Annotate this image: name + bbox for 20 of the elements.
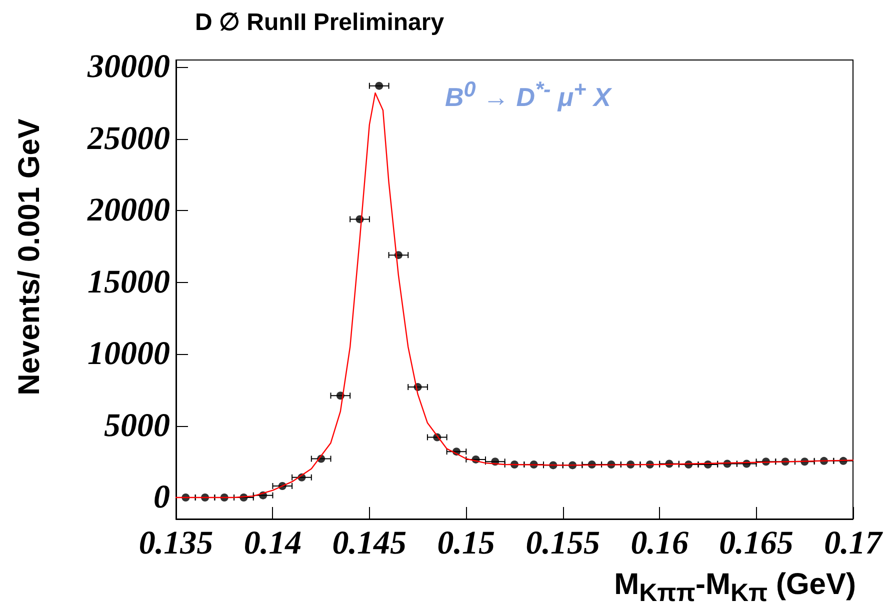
y-tick-label: 20000 xyxy=(86,192,170,229)
y-tick-label: 15000 xyxy=(88,264,170,300)
x-tick-label: 0.135 xyxy=(138,526,214,562)
y-tick-label: 30000 xyxy=(86,49,170,86)
y-tick-label: 10000 xyxy=(88,336,170,372)
x-tick-label: 0.17 xyxy=(824,526,884,562)
x-tick-label: 0.155 xyxy=(526,526,600,562)
y-tick-label: 5000 xyxy=(104,408,170,444)
y-axis-title: Nevents/ 0.001 GeV xyxy=(13,118,47,398)
x-axis-title: M$_{Kππ}$-M$_{Kπ}$ (GeV) xyxy=(614,568,856,608)
annotation: B$^{0}$ → D$^{*-}$ μ$^{+}$ X xyxy=(445,76,611,112)
x-tick-label: 0.145 xyxy=(332,526,407,562)
x-tick-label: 0.165 xyxy=(719,526,794,562)
point xyxy=(375,82,384,90)
x-tick-label: 0.14 xyxy=(244,526,302,562)
y-tick-label: 25000 xyxy=(86,120,170,157)
x-tick-label: 0.15 xyxy=(437,526,496,562)
y-tick-label: 0 xyxy=(154,479,170,516)
chart-title: D ∅ RunII Preliminary xyxy=(195,8,444,37)
x-tick-label: 0.16 xyxy=(630,526,689,562)
